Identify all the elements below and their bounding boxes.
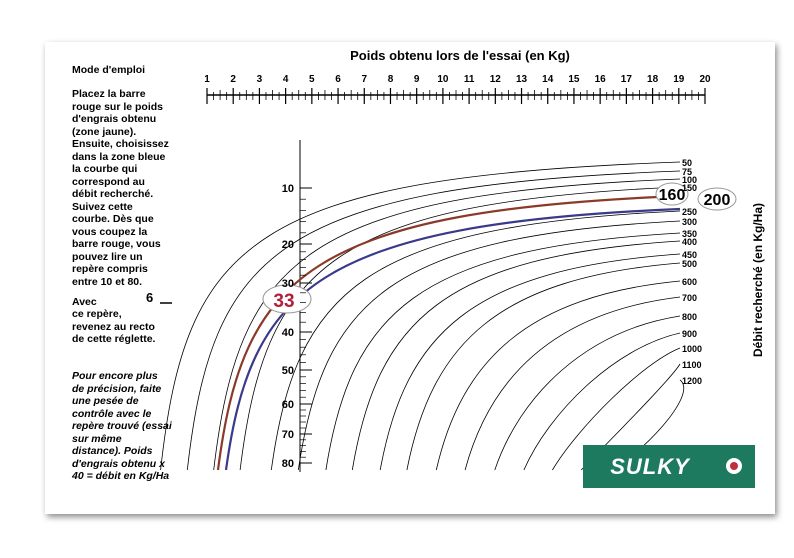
curve-label: 150 — [682, 183, 697, 193]
top-tick-label: 20 — [699, 74, 711, 85]
highlight-curve — [216, 194, 681, 471]
curve — [186, 170, 681, 471]
curve-label: 75 — [682, 167, 692, 177]
curve — [435, 280, 681, 471]
top-tick-label: 8 — [388, 74, 394, 85]
curve — [160, 161, 681, 471]
left-tick-label: 50 — [282, 365, 294, 377]
top-scale-title: Poids obtenu lors de l'essai (en Kg) — [350, 48, 570, 63]
curve-label: 900 — [682, 329, 697, 339]
top-tick-label: 17 — [621, 74, 633, 85]
top-tick-label: 12 — [490, 74, 502, 85]
left-tick-label: 20 — [282, 239, 294, 251]
curve — [406, 262, 681, 471]
curve — [523, 332, 681, 471]
highlight-circle — [655, 182, 689, 206]
curve-label: 800 — [682, 312, 697, 322]
top-tick-label: 6 — [335, 74, 341, 85]
top-tick-label: 19 — [673, 74, 685, 85]
curve-label: 600 — [682, 277, 697, 287]
instructions-text: Placez la barre rouge sur le poids d'eng… — [72, 88, 169, 288]
top-tick-label: 4 — [283, 74, 289, 85]
left-tick-label: 60 — [282, 399, 294, 411]
top-tick-label: 18 — [647, 74, 659, 85]
curve-label: 300 — [682, 217, 697, 227]
curve-label: 1200 — [682, 376, 702, 386]
left-tick-label: 40 — [282, 327, 294, 339]
marker: 6 — [146, 290, 154, 305]
top-tick-label: 1 — [204, 74, 210, 85]
top-tick-label: 9 — [414, 74, 420, 85]
curve — [297, 220, 681, 471]
left-tick-label: 10 — [282, 183, 294, 195]
curve — [239, 186, 681, 471]
curve — [270, 210, 681, 471]
curve-label: 1100 — [682, 360, 702, 370]
left-tick-label: 70 — [282, 429, 294, 441]
highlight-circle — [262, 284, 312, 314]
curve-label: 700 — [682, 293, 697, 303]
top-tick-label: 2 — [230, 74, 236, 85]
curve-highlight: 160 — [659, 187, 686, 204]
curve-label: 450 — [682, 250, 697, 260]
instructions-text: Avec — [72, 296, 97, 308]
curve — [494, 315, 681, 471]
curve-label: 50 — [682, 158, 692, 168]
curve-highlight: 200 — [704, 192, 731, 209]
right-axis-title: Débit recherché (en Kg/Ha) — [751, 203, 765, 357]
curve — [351, 240, 681, 471]
curve-label: 250 — [682, 207, 697, 217]
curve-label: 400 — [682, 237, 697, 247]
card — [45, 42, 775, 514]
highlight-curve — [224, 207, 681, 471]
curve — [325, 232, 681, 471]
curve — [552, 347, 681, 471]
instructions-title: Mode d'emploi — [72, 64, 146, 76]
top-tick-label: 14 — [542, 74, 554, 85]
curve — [213, 178, 681, 471]
curve — [464, 296, 681, 471]
top-tick-label: 7 — [361, 74, 367, 85]
top-tick-label: 13 — [516, 74, 528, 85]
left-tick-label: 30 — [282, 278, 294, 290]
curve-label: 500 — [682, 259, 697, 269]
top-tick-label: 3 — [257, 74, 263, 85]
top-tick-label: 5 — [309, 74, 315, 85]
instructions-text: ce repère, revenez au recto de cette rég… — [72, 308, 156, 345]
highlight-circle — [697, 187, 737, 211]
left-tick-label: 80 — [282, 458, 294, 470]
curve-label: 350 — [682, 229, 697, 239]
curve-label: 1000 — [682, 344, 702, 354]
curves — [160, 161, 684, 471]
top-tick-label: 16 — [595, 74, 607, 85]
logo-icon — [730, 462, 738, 470]
logo: SULKY — [610, 454, 691, 479]
top-tick-label: 10 — [437, 74, 449, 85]
top-tick-label: 15 — [568, 74, 580, 85]
top-tick-label: 11 — [464, 74, 475, 85]
left-highlight: 33 — [273, 291, 294, 312]
curve-label: 100 — [682, 175, 697, 185]
curve — [379, 253, 681, 471]
instructions-text: Pour encore plus de précision, faite une… — [72, 370, 172, 482]
